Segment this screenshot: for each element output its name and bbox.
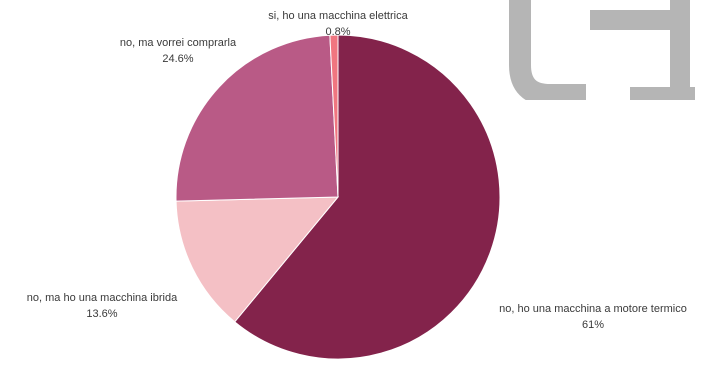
pie-slice-1: [175, 196, 340, 323]
pie-slice-2: [175, 34, 339, 202]
slice-label-1: no, ma ho una macchina ibrida: [27, 292, 178, 304]
slice-label-3: si, ho una macchina elettrica: [268, 10, 408, 22]
pie-slice-0: [234, 34, 501, 360]
slice-value-label-2: 24.6%: [162, 53, 193, 65]
logo-mark-icon: [509, 0, 695, 100]
slice-value-label-3: 0.8%: [325, 26, 350, 38]
labels-layer: no, ho una macchina a motore termico 61% n…: [27, 10, 687, 331]
slice-value-label-0: 61%: [582, 319, 604, 331]
slice-value-label-1: 13.6%: [86, 308, 117, 320]
slice-label-2: no, ma vorrei comprarla: [120, 37, 237, 49]
slice-label-0: no, ho una macchina a motore termico: [499, 303, 687, 315]
pie-slice-3: [329, 34, 339, 198]
slices-layer: [175, 34, 501, 360]
